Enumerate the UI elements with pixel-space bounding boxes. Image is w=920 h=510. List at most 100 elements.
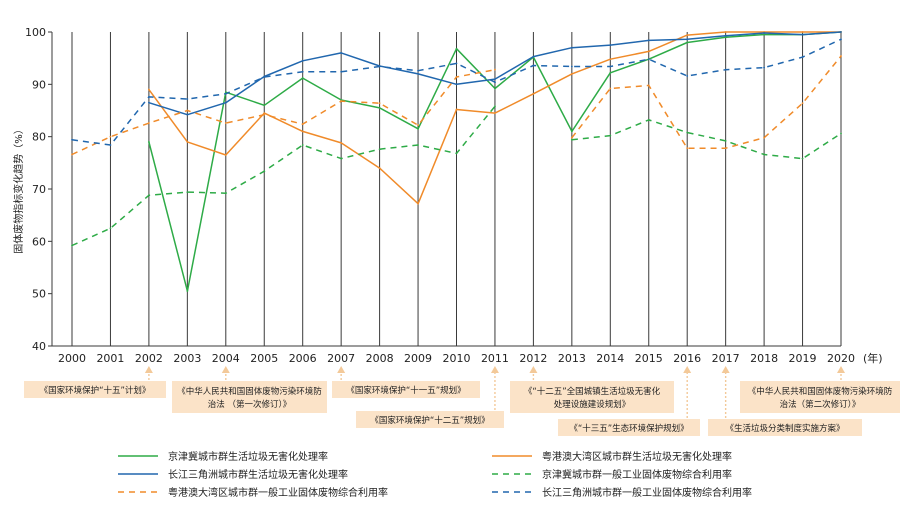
y-axis-label: 固体废物指标变化趋势（%） bbox=[12, 124, 25, 254]
data-point-4-2020 bbox=[840, 55, 842, 57]
x-axis-unit: (年) bbox=[863, 351, 883, 365]
data-point-0-2009 bbox=[417, 127, 419, 130]
series-line-4-segment-1 bbox=[571, 55, 842, 149]
data-point-0-2005 bbox=[263, 104, 266, 107]
data-point-1-2019 bbox=[801, 31, 804, 33]
x-tick-label-2011: 2011 bbox=[481, 352, 509, 365]
annotation-text-2004-line1: 《中华人民共和国固体废物污染环境防 bbox=[177, 386, 322, 397]
x-tick-label-2013: 2013 bbox=[558, 352, 586, 365]
data-point-2-2004 bbox=[224, 101, 227, 104]
data-point-4-2000 bbox=[71, 153, 73, 156]
data-point-2-2002 bbox=[148, 101, 150, 104]
annotation-arrowhead-2012 bbox=[529, 366, 538, 373]
data-point-1-2016 bbox=[686, 34, 689, 37]
data-point-0-2002 bbox=[148, 141, 150, 143]
data-point-1-2013 bbox=[570, 72, 573, 75]
data-point-2-2009 bbox=[417, 72, 419, 75]
data-point-5-2004 bbox=[224, 92, 227, 95]
data-point-0-2010 bbox=[455, 47, 458, 50]
data-point-0-2004 bbox=[224, 91, 227, 94]
data-point-3-2013 bbox=[570, 138, 573, 141]
data-point-5-2003 bbox=[186, 98, 189, 100]
annotation-text-2020-line2: 治法（第二次修订）》 bbox=[780, 399, 861, 410]
series-line-4-segment-0 bbox=[71, 68, 496, 156]
data-point-2-2020 bbox=[840, 31, 842, 33]
legend-label-1: 粤港澳大湾区城市群生活垃圾无害化处理率 bbox=[542, 450, 732, 463]
data-point-3-2014 bbox=[609, 134, 612, 137]
data-point-4-2001 bbox=[109, 135, 112, 138]
data-point-2-2018 bbox=[763, 32, 765, 34]
data-point-1-2011 bbox=[494, 112, 496, 115]
data-point-5-2014 bbox=[609, 65, 612, 68]
x-tick-label-2015: 2015 bbox=[635, 352, 663, 365]
data-point-5-2017 bbox=[724, 68, 727, 71]
annotation-text-2007: 《国家环境保护“十一五”规划》 bbox=[346, 385, 465, 396]
annotation-arrowhead-2007 bbox=[337, 366, 346, 373]
x-tick-label-2017: 2017 bbox=[712, 352, 740, 365]
y-tick-label-100: 100 bbox=[25, 26, 46, 39]
data-point-3-2019 bbox=[801, 157, 804, 160]
y-tick-label-40: 40 bbox=[32, 340, 46, 353]
data-point-0-2017 bbox=[724, 36, 727, 39]
data-point-3-2007 bbox=[340, 157, 343, 160]
data-point-1-2006 bbox=[301, 130, 304, 133]
data-point-5-2018 bbox=[763, 66, 765, 69]
x-tick-label-2007: 2007 bbox=[327, 352, 355, 365]
data-point-4-2017 bbox=[724, 147, 727, 150]
annotation-text-2002: 《国家环境保护“十五”计划》 bbox=[40, 385, 151, 396]
data-point-5-2009 bbox=[417, 69, 419, 72]
data-point-4-2009 bbox=[417, 124, 419, 127]
legend-label-4: 粤港澳大湾区城市群一般工业固体废物综合利用率 bbox=[168, 486, 388, 499]
data-point-3-2004 bbox=[224, 192, 227, 195]
data-point-5-2020 bbox=[840, 38, 842, 41]
data-point-5-2001 bbox=[109, 144, 112, 146]
data-point-0-2003 bbox=[186, 290, 189, 292]
data-point-4-2004 bbox=[224, 122, 227, 124]
annotation-arrowhead-2002 bbox=[144, 366, 153, 373]
annotation-arrowhead-2020 bbox=[837, 366, 845, 373]
data-point-3-2009 bbox=[417, 144, 419, 146]
data-point-4-2019 bbox=[801, 102, 804, 105]
x-tick-label-2004: 2004 bbox=[212, 352, 240, 365]
annotation-box-2020 bbox=[740, 381, 900, 413]
data-point-1-2014 bbox=[609, 58, 612, 61]
data-point-5-2002 bbox=[148, 95, 150, 98]
series-line-5-segment-0 bbox=[71, 38, 842, 146]
x-tick-label-2003: 2003 bbox=[173, 352, 201, 365]
data-point-2-2011 bbox=[494, 78, 496, 80]
data-point-1-2010 bbox=[455, 108, 458, 111]
annotation-text-2011: 《国家环境保护“十二五”规划》 bbox=[370, 415, 489, 426]
data-point-3-2011 bbox=[494, 105, 496, 108]
data-point-3-2005 bbox=[263, 170, 266, 173]
data-point-2-2016 bbox=[686, 38, 689, 41]
data-point-4-2016 bbox=[686, 147, 689, 150]
data-point-5-2019 bbox=[801, 56, 804, 59]
x-tick-label-2005: 2005 bbox=[250, 352, 278, 365]
x-tick-label-2012: 2012 bbox=[519, 352, 547, 365]
data-point-2-2006 bbox=[301, 59, 304, 62]
data-point-4-2013 bbox=[570, 136, 573, 139]
series-line-3-segment-1 bbox=[571, 119, 842, 160]
data-point-1-2015 bbox=[647, 50, 650, 53]
legend-label-5: 长江三角洲城市群一般工业固体废物综合利用率 bbox=[542, 486, 752, 499]
annotation-box-2012 bbox=[510, 381, 674, 413]
data-point-0-2006 bbox=[301, 77, 304, 79]
annotation-arrowhead-2017 bbox=[721, 366, 730, 373]
data-point-2-2014 bbox=[609, 44, 612, 46]
data-point-1-2007 bbox=[340, 142, 343, 144]
data-point-0-2013 bbox=[570, 130, 573, 133]
data-point-2-2007 bbox=[340, 52, 343, 54]
data-point-4-2014 bbox=[609, 87, 612, 90]
data-point-1-2002 bbox=[148, 88, 150, 91]
x-tick-label-2009: 2009 bbox=[404, 352, 432, 365]
data-point-3-2000 bbox=[71, 244, 73, 247]
annotation-box-2004 bbox=[172, 381, 327, 413]
x-tick-label-2014: 2014 bbox=[596, 352, 624, 365]
data-point-3-2016 bbox=[686, 131, 689, 134]
data-point-5-2015 bbox=[647, 58, 650, 61]
x-tick-label-2001: 2001 bbox=[96, 352, 124, 365]
data-point-5-2000 bbox=[71, 138, 73, 141]
data-point-4-2003 bbox=[186, 109, 189, 112]
data-point-3-2010 bbox=[455, 152, 458, 155]
